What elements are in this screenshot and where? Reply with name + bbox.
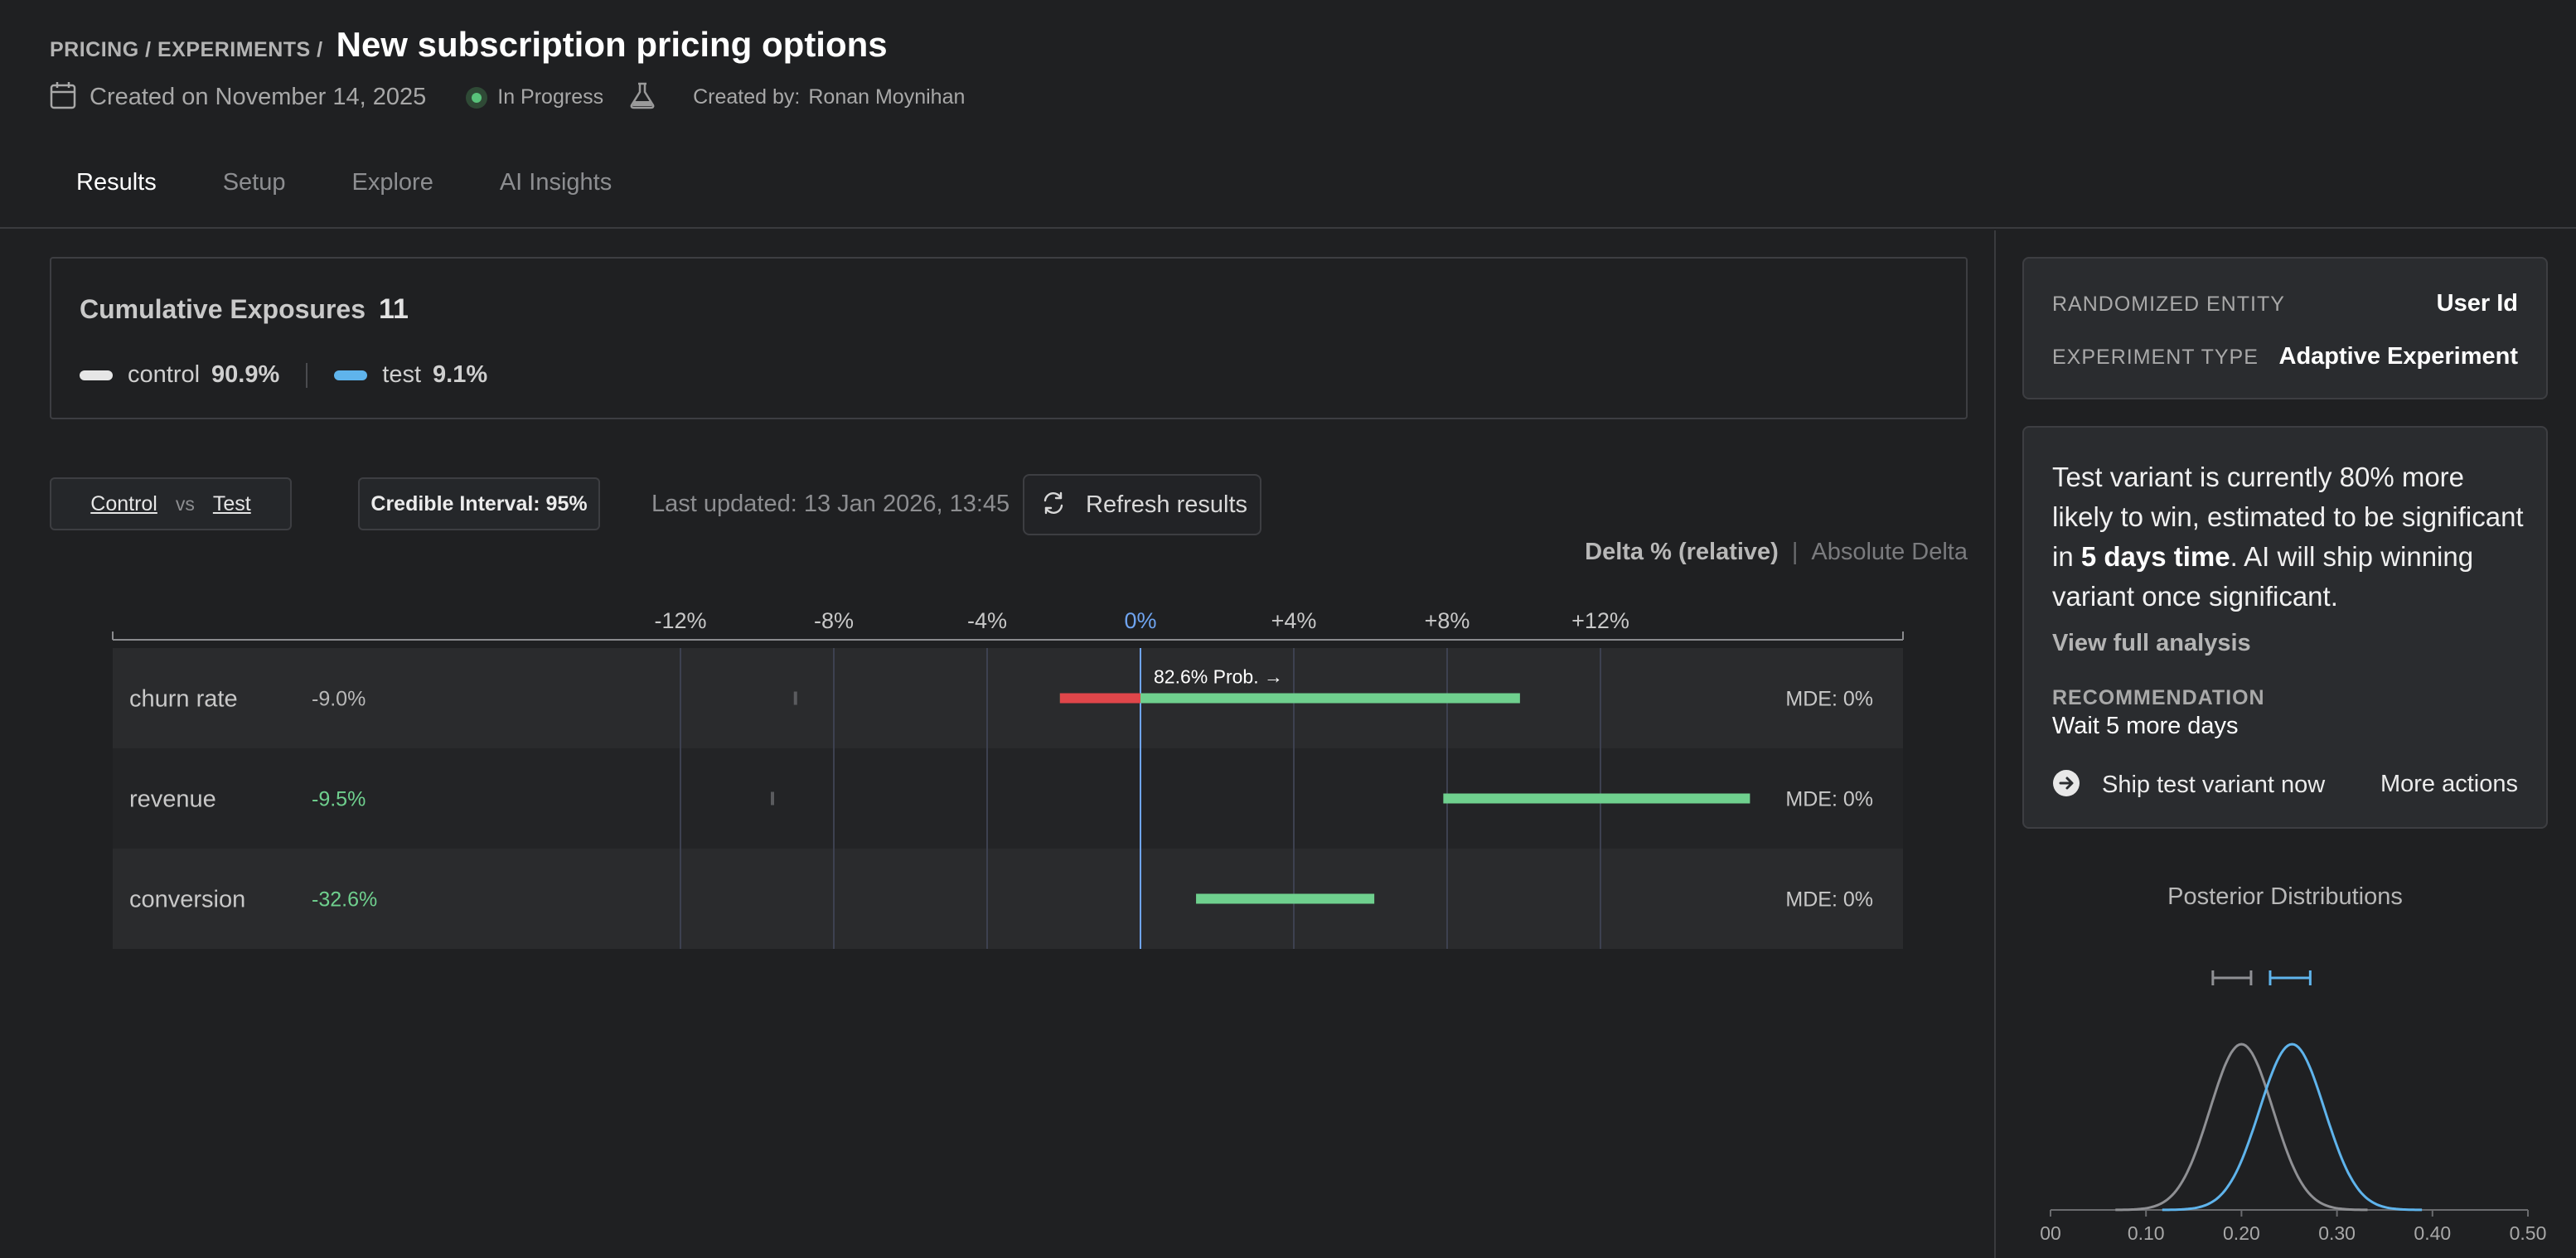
created-by-label: Created by: (693, 85, 801, 109)
x-tick-label: +4% (1271, 608, 1317, 633)
status-dot-icon (466, 86, 488, 109)
point-estimate-marker (793, 691, 797, 705)
table-row (113, 648, 1903, 748)
interval-bar (1443, 793, 1750, 804)
randomized-entity-label: RANDOMIZED ENTITY (2052, 293, 2285, 316)
randomized-entity-value: User Id (2436, 290, 2518, 317)
metric-value: -9.0% (312, 688, 366, 711)
insight-text: Test variant is currently 80% more likel… (2052, 457, 2526, 617)
posterior-tick-label: 0.20 (2223, 1222, 2260, 1244)
credible-interval-button[interactable]: Credible Interval: 95% (358, 477, 600, 530)
point-estimate-marker (771, 791, 774, 806)
delta-toggle: Delta % (relative) | Absolute Delta (1585, 539, 1968, 566)
breadcrumb[interactable]: PRICING / EXPERIMENTS / (50, 38, 323, 61)
table-row (113, 849, 1903, 949)
results-controls: Control vs Test Credible Interval: 95% L… (50, 474, 1968, 535)
exposures-card: Cumulative Exposures 11 control 90.9% tes… (50, 257, 1968, 419)
experiment-type-value: Adaptive Experiment (2278, 343, 2518, 370)
tab-results[interactable]: Results (76, 169, 157, 196)
insight-text-emphasis: 5 days time (2080, 541, 2230, 572)
more-actions-button[interactable]: More actions (2380, 771, 2518, 797)
test-link[interactable]: Test (212, 491, 251, 515)
created-by-name: Ronan Moynihan (808, 85, 966, 109)
delta-separator: | (1791, 539, 1799, 565)
experiment-info-card: RANDOMIZED ENTITY User Id EXPERIMENT TYP… (2022, 257, 2548, 399)
tab-bar: Results Setup Explore AI Insights (76, 169, 678, 196)
comparison-selector[interactable]: Control vs Test (50, 477, 292, 530)
tab-ai-insights[interactable]: AI Insights (499, 169, 613, 196)
posterior-tick-label: 00 (2040, 1222, 2061, 1244)
title-row: PRICING / EXPERIMENTS / New subscription… (50, 25, 888, 65)
interval-bar-negative (1059, 693, 1140, 704)
view-full-analysis-link[interactable]: View full analysis (2052, 630, 2251, 656)
insight-text-end: . AI will ship winning variant once sign… (2052, 541, 2474, 612)
refresh-results-button[interactable]: Refresh results (1023, 474, 1261, 535)
ship-test-variant-button[interactable]: Ship test variant now (2052, 769, 2325, 801)
mde-label: MDE: 0% (1785, 788, 1873, 811)
mde-label: MDE: 0% (1785, 888, 1873, 912)
x-tick-label: -12% (654, 608, 706, 633)
metric-value: -9.5% (312, 788, 366, 811)
exposures-legend: control 90.9% test 9.1% (80, 361, 487, 389)
metric-name: conversion (129, 887, 245, 913)
test-swatch (334, 370, 368, 380)
exposures-title-row: Cumulative Exposures 11 (80, 293, 409, 326)
control-label: control (128, 361, 201, 388)
refresh-icon (1041, 491, 1066, 520)
experiment-type-row: EXPERIMENT TYPE Adaptive Experiment (2052, 343, 2518, 370)
exposures-title: Cumulative Exposures (80, 294, 366, 324)
delta-chart: -12% -8% -4% 0% +4% +8% +12% churn rate -9.0% 82.… (112, 608, 1904, 949)
randomized-entity-row: RANDOMIZED ENTITY User Id (2052, 290, 2518, 317)
experiment-type-label: EXPERIMENT TYPE (2052, 346, 2259, 369)
tab-setup[interactable]: Setup (222, 169, 286, 196)
last-updated: Last updated: 13 Jan 2026, 13:45 (651, 491, 1010, 517)
calendar-icon (50, 81, 76, 114)
meta-row: Created on November 14, 2025 In Progress… (50, 81, 965, 114)
posterior-chart: 00 0.10 0.20 0.30 0.40 0.50 (2040, 970, 2547, 1244)
tab-explore[interactable]: Explore (351, 169, 433, 196)
posterior-curve (2115, 1043, 2368, 1212)
control-pct: 90.9% (211, 361, 280, 388)
delta-absolute-option[interactable]: Absolute Delta (1811, 539, 1968, 565)
legend-divider (306, 362, 308, 388)
created-date: Created on November 14, 2025 (90, 84, 427, 110)
posterior-tick-label: 0.40 (2414, 1222, 2451, 1244)
status-badge: In Progress (497, 85, 604, 109)
ship-label: Ship test variant now (2102, 772, 2326, 798)
refresh-label: Refresh results (1086, 491, 1248, 518)
test-pct: 9.1% (433, 361, 488, 388)
posterior-curve (2162, 1043, 2423, 1212)
probability-label: 82.6% Prob. → (1154, 666, 1283, 688)
interval-bar (1196, 893, 1375, 904)
arrow-circle-icon (2052, 769, 2080, 801)
x-tick-label: +12% (1571, 608, 1629, 633)
metric-name: churn rate (129, 686, 238, 713)
metric-name: revenue (129, 786, 216, 813)
exposures-count: 11 (379, 293, 409, 325)
posterior-title: Posterior Distributions (2167, 883, 2403, 910)
mde-label: MDE: 0% (1785, 688, 1873, 711)
recommendation-label: RECOMMENDATION (2052, 686, 2265, 709)
ai-insight-card: Test variant is currently 80% more likel… (2022, 426, 2548, 829)
flask-icon (628, 81, 656, 114)
x-tick-label: 0% (1124, 608, 1156, 633)
page-title: New subscription pricing options (336, 25, 888, 64)
test-label: test (382, 361, 422, 388)
control-link[interactable]: Control (90, 491, 157, 515)
recommendation-value: Wait 5 more days (2052, 713, 2239, 739)
x-tick-label: -4% (967, 608, 1007, 633)
posterior-tick-label: 0.10 (2128, 1222, 2165, 1244)
posterior-tick-label: 0.50 (2510, 1222, 2547, 1244)
panel-divider (1994, 230, 1996, 1258)
page-header: PRICING / EXPERIMENTS / New subscription… (0, 0, 2576, 229)
metric-value: -32.6% (312, 888, 377, 912)
x-tick-label: -8% (814, 608, 854, 633)
x-tick-label: +8% (1425, 608, 1470, 633)
delta-relative-option[interactable]: Delta % (relative) (1585, 539, 1779, 565)
vs-label: vs (175, 492, 195, 515)
control-swatch (80, 370, 113, 380)
posterior-tick-label: 0.30 (2318, 1222, 2356, 1244)
insight-text-start: Test variant is currently 80% more likel… (2052, 462, 2524, 572)
interval-bar (1059, 693, 1520, 704)
